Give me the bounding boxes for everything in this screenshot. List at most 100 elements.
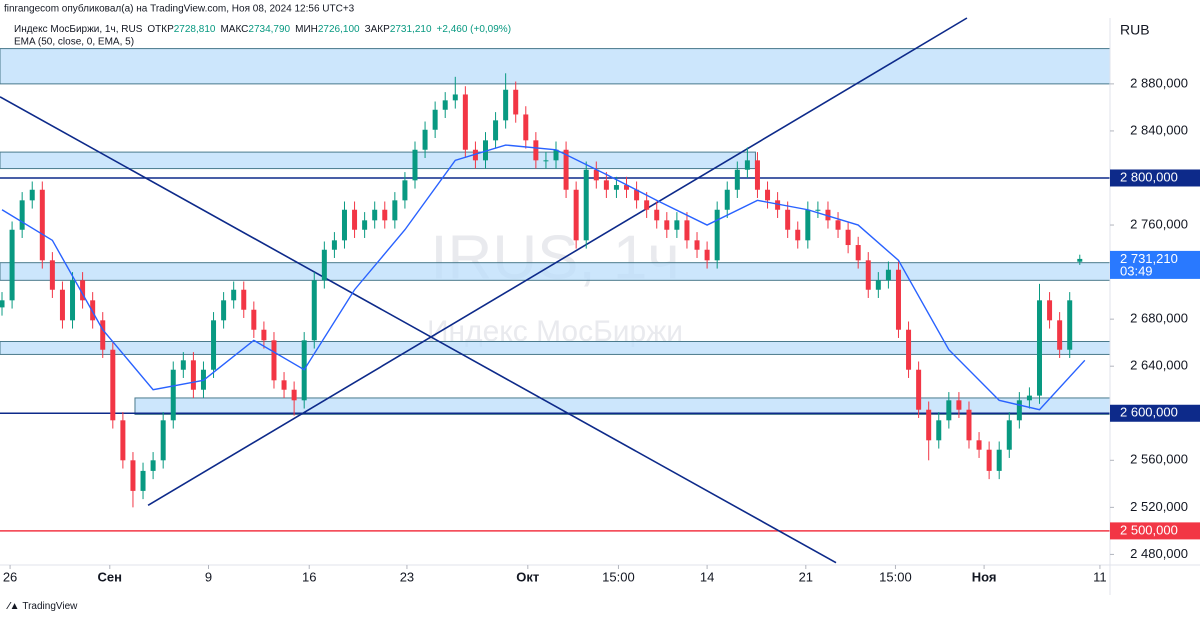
- candle-body: [392, 200, 398, 221]
- candle-body: [674, 220, 680, 230]
- candle-body: [211, 320, 217, 370]
- candle-body: [573, 189, 579, 241]
- candle-body: [503, 89, 509, 121]
- footer-text: TradingView: [22, 601, 78, 612]
- candle-body: [422, 129, 428, 150]
- price-badge: [1110, 169, 1200, 187]
- candle-body: [1057, 320, 1063, 350]
- candle-body: [916, 369, 922, 410]
- x-tick-label: 9: [205, 569, 212, 584]
- indicator-label: EMA (50, close, 0, EMA, 5): [14, 37, 134, 48]
- candle-body: [372, 209, 378, 221]
- candle-body: [906, 329, 912, 370]
- candle-body: [341, 209, 347, 241]
- y-tick-label: 2 840,000: [1130, 122, 1188, 137]
- candle-body: [946, 400, 952, 421]
- logo-mark: ⁄▲: [6, 601, 22, 612]
- candle-body: [1067, 300, 1073, 350]
- candle-body: [281, 380, 287, 390]
- currency: RUB: [1120, 22, 1150, 38]
- candle-body: [352, 209, 358, 230]
- footer-logo: ⁄▲ TradingView: [6, 601, 78, 612]
- candle-body: [664, 220, 670, 230]
- zone: [0, 340, 1111, 355]
- ohlc-item: МАКС: [220, 24, 248, 35]
- x-tick-label: 23: [400, 569, 414, 584]
- candle-body: [553, 149, 559, 161]
- x-tick-label: 11: [1093, 569, 1107, 584]
- x-tick-label: 26: [3, 569, 17, 584]
- candle-body: [120, 420, 126, 461]
- candle-body: [795, 229, 801, 241]
- x-tick-label: Ноя: [972, 569, 997, 584]
- ohlc-item: ЗАКР: [365, 24, 391, 35]
- candle-body: [785, 209, 791, 230]
- candle-body: [855, 245, 861, 261]
- candle-body: [644, 200, 650, 210]
- x-tick-label: 15:00: [602, 569, 635, 584]
- candle-body: [634, 189, 640, 201]
- y-tick-label: 2 520,000: [1130, 499, 1188, 514]
- zone: [134, 397, 1111, 415]
- candle-body: [956, 400, 962, 410]
- candle-body: [49, 260, 55, 290]
- price-badge-label: 2 731,210: [1120, 251, 1178, 266]
- candle-body: [321, 249, 327, 281]
- candle-body: [724, 189, 730, 210]
- candle-body: [452, 94, 458, 101]
- candle-body: [9, 229, 15, 301]
- price-badge: [1110, 404, 1200, 422]
- candle-body: [170, 369, 176, 421]
- candle-body: [926, 409, 932, 441]
- candle-body: [936, 420, 942, 441]
- candle-body: [39, 189, 45, 261]
- candle-body: [513, 89, 519, 115]
- candle-body: [885, 269, 891, 281]
- ohlc-item: 2728,810: [174, 24, 216, 35]
- price-badge-label: 2 800,000: [1120, 169, 1178, 184]
- candle-body: [563, 149, 569, 190]
- price-badge-timer: 03:49: [1120, 263, 1153, 278]
- candle-body: [482, 140, 488, 161]
- candle-body: [1036, 300, 1042, 396]
- candle-body: [1026, 395, 1032, 401]
- candle-body: [775, 200, 781, 210]
- candle-body: [966, 409, 972, 441]
- x-tick-label: 21: [799, 569, 813, 584]
- x-tick-label: Сен: [98, 569, 122, 584]
- y-tick-label: 2 560,000: [1130, 452, 1188, 467]
- candle-body: [624, 185, 630, 190]
- candle-body: [29, 189, 35, 201]
- candle-body: [160, 420, 166, 461]
- zone: [0, 262, 1111, 281]
- y-tick-label: 2 480,000: [1130, 546, 1188, 561]
- ohlc-item: ОТКР: [147, 24, 174, 35]
- candle-body: [150, 460, 156, 471]
- ohlc-item: 2734,790: [248, 24, 290, 35]
- candle-body: [362, 220, 368, 230]
- candle-body: [331, 240, 337, 250]
- candle-body: [613, 185, 619, 190]
- candle-body: [0, 300, 5, 308]
- candle-body: [805, 209, 811, 241]
- candle-body: [271, 340, 277, 381]
- x-tick-label: 16: [302, 569, 316, 584]
- candle-body: [110, 349, 116, 421]
- candle-body: [704, 249, 710, 261]
- candle-body: [976, 440, 982, 450]
- zone: [0, 48, 1111, 85]
- candle-body: [70, 280, 76, 321]
- candle-body: [432, 109, 438, 130]
- candle-body: [714, 209, 720, 261]
- candle-body: [865, 260, 871, 290]
- price-badge: [1110, 250, 1200, 279]
- candle-body: [442, 100, 448, 110]
- candle-body: [815, 209, 821, 211]
- watermark: IRUS, 1ч: [430, 223, 679, 292]
- ohlc-item: 2731,210: [390, 24, 432, 35]
- candle-body: [90, 300, 96, 321]
- candle-body: [140, 470, 146, 491]
- candle-body: [694, 240, 700, 250]
- candle-body: [986, 449, 992, 471]
- candle-body: [311, 280, 317, 341]
